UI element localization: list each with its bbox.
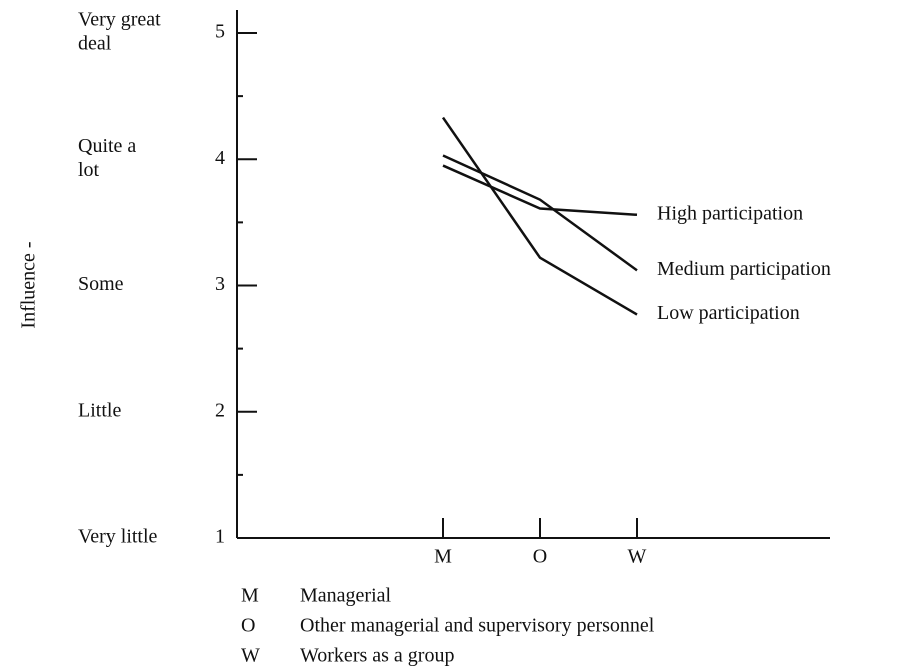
series-line [441, 116, 638, 316]
key-code: M [241, 585, 259, 607]
y-tick-label: 2 [215, 399, 225, 421]
series-label: High participation [657, 202, 803, 224]
key-text: Managerial [300, 585, 392, 607]
x-tick-label: M [434, 546, 452, 568]
y-level-label: lot [78, 159, 100, 181]
y-tick-label: 4 [215, 147, 225, 169]
y-level-label: Very great [78, 9, 161, 31]
key-text: Other managerial and supervisory personn… [300, 615, 655, 637]
key-code: W [241, 645, 260, 667]
y-tick-label: 1 [215, 526, 225, 548]
y-level-label: Quite a [78, 135, 136, 157]
y-axis-label: Influence - [18, 241, 40, 328]
series-line [442, 164, 638, 217]
y-level-label: Some [78, 273, 124, 295]
series-label: Medium participation [657, 258, 831, 280]
key-code: O [241, 615, 255, 637]
series-line [442, 154, 638, 272]
y-tick-label: 3 [215, 273, 225, 295]
y-level-label: deal [78, 33, 112, 55]
series-label: Low participation [657, 302, 800, 324]
y-level-label: Very little [78, 526, 158, 548]
x-tick-label: W [628, 546, 647, 568]
y-level-label: Little [78, 399, 121, 421]
x-tick-label: O [533, 546, 547, 568]
key-text: Workers as a group [300, 645, 454, 667]
y-tick-label: 5 [215, 21, 225, 43]
